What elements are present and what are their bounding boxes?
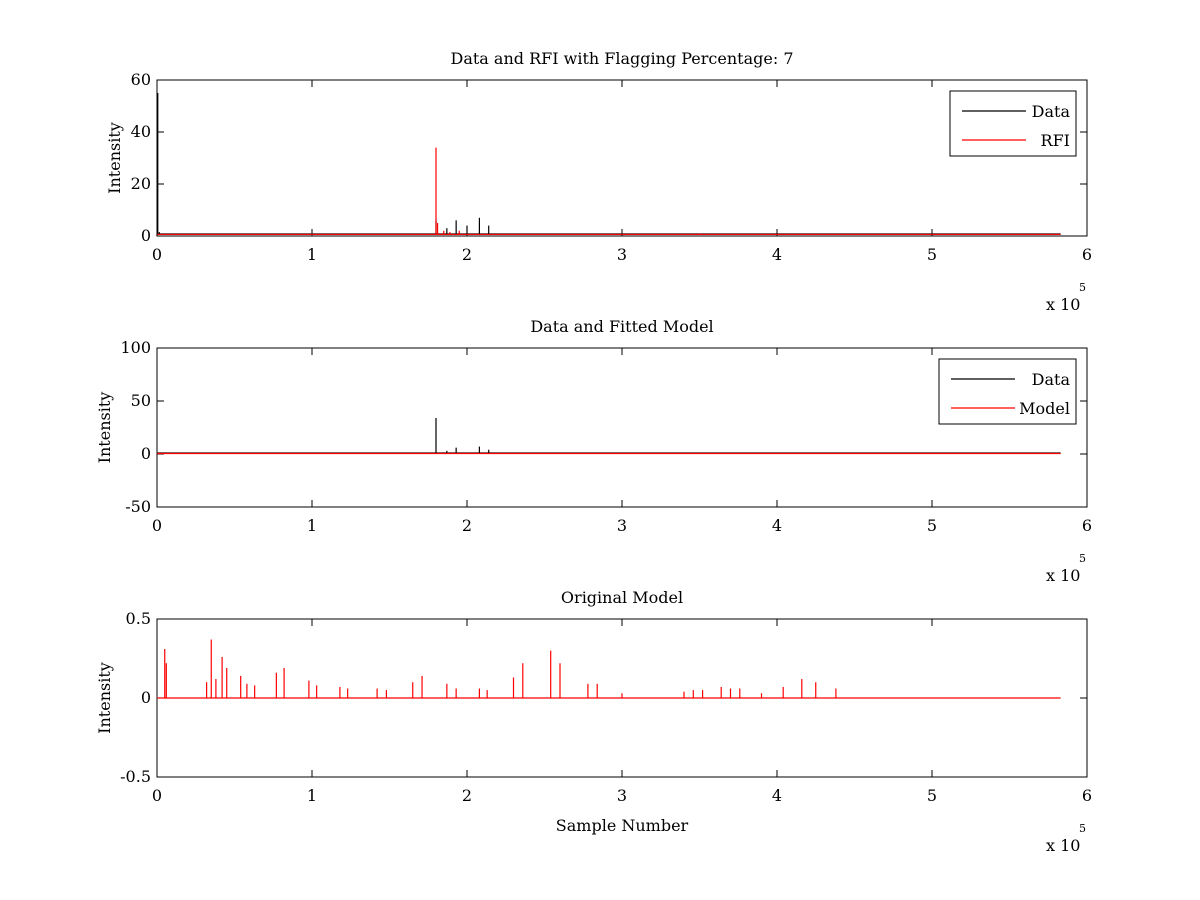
x-tick-label: 2 [462, 245, 472, 264]
x-tick-label: 0 [152, 786, 162, 805]
x-tick-label: 4 [772, 786, 782, 805]
y-axis-label: Intensity [105, 122, 124, 194]
legend-label: Model [1019, 399, 1070, 418]
legend: Data RFI [949, 90, 1077, 157]
x-tick-label: 1 [307, 786, 317, 805]
y-tick-label: 0 [141, 688, 151, 707]
x-tick-label: 6 [1082, 786, 1092, 805]
legend-box [949, 90, 1077, 157]
y-tick-label: -0.5 [120, 767, 151, 786]
x-tick-label: 0 [152, 245, 162, 264]
y-tick-label: 0 [141, 444, 151, 463]
x-multiplier: x 10 [1046, 566, 1080, 585]
y-tick-label: 60 [131, 70, 151, 89]
x-multiplier-exponent: 5 [1079, 281, 1086, 294]
subplot-2: Data and Fitted Model Intensity 0 1 2 3 4 5 6 -50… [95, 317, 1092, 585]
x-tick-label: 4 [772, 245, 782, 264]
x-multiplier: x 10 [1046, 836, 1080, 855]
x-tick-label: 6 [1082, 516, 1092, 535]
x-tick-label: 5 [927, 516, 937, 535]
x-tick-label: 3 [617, 245, 627, 264]
x-multiplier: x 10 [1046, 295, 1080, 314]
x-tick-label: 1 [307, 516, 317, 535]
x-tick-label: 1 [307, 245, 317, 264]
axes-box [156, 79, 1088, 237]
x-axis-label: Sample Number [556, 816, 689, 835]
x-tick-label: 5 [927, 245, 937, 264]
y-tick-label: 20 [131, 174, 151, 193]
y-tick-label: -50 [125, 497, 151, 516]
y-tick-label: 0 [141, 226, 151, 245]
x-tick-label: 6 [1082, 245, 1092, 264]
axes-box [156, 347, 1088, 508]
subplot-title: Data and Fitted Model [530, 317, 713, 336]
legend-label: RFI [1041, 131, 1070, 150]
subplot-title: Data and RFI with Flagging Percentage: 7 [450, 49, 793, 68]
x-tick-label: 3 [617, 786, 627, 805]
subplot-1: Data and RFI with Flagging Percentage: 7… [105, 49, 1092, 314]
legend-box [938, 358, 1077, 425]
subplot-title: Original Model [561, 588, 683, 607]
series-rfi [157, 147, 1061, 236]
x-tick-label: 3 [617, 516, 627, 535]
legend-label: Data [1032, 102, 1071, 121]
y-axis-label: Intensity [95, 662, 114, 734]
x-tick-label: 2 [462, 786, 472, 805]
x-multiplier-exponent: 5 [1079, 552, 1086, 565]
y-axis-label: Intensity [95, 392, 114, 464]
legend: Data Model [938, 358, 1077, 425]
x-tick-label: 2 [462, 516, 472, 535]
y-tick-label: 40 [131, 122, 151, 141]
x-tick-label: 4 [772, 516, 782, 535]
legend-label: Data [1032, 370, 1071, 389]
x-tick-label: 5 [927, 786, 937, 805]
x-tick-label: 0 [152, 516, 162, 535]
y-tick-label: 100 [120, 338, 151, 357]
x-multiplier-exponent: 5 [1079, 822, 1086, 835]
y-tick-label: 50 [131, 391, 151, 410]
subplot-3: Original Model Intensity Sample Number 0 1 2 3… [95, 588, 1092, 855]
series-model [157, 639, 1061, 699]
y-tick-label: 0.5 [126, 609, 151, 628]
